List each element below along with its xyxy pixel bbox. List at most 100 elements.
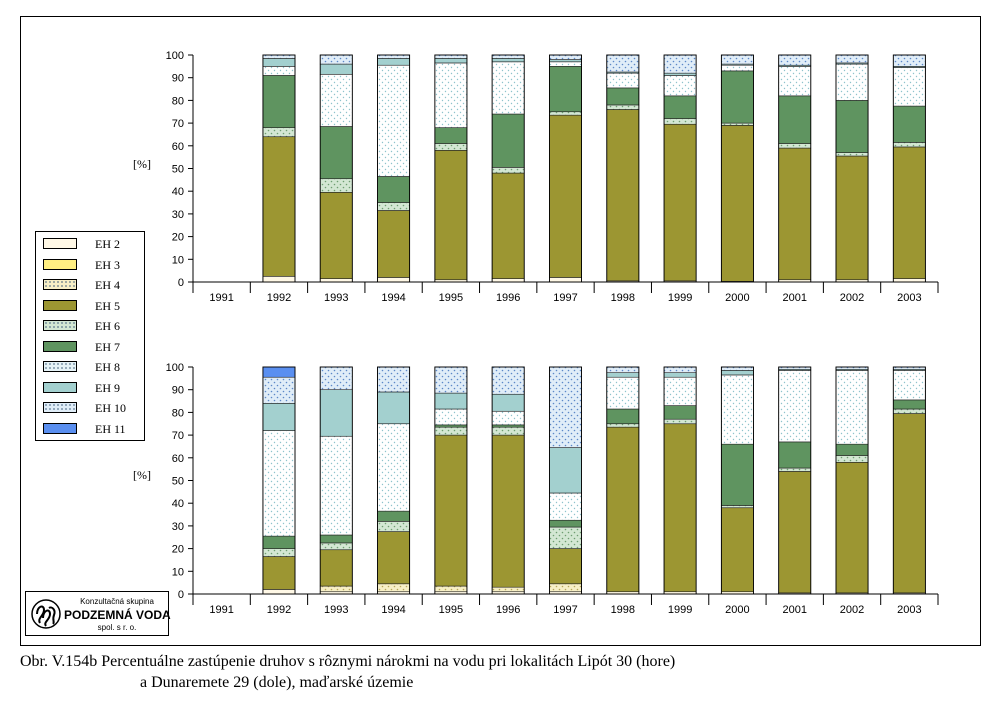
legend-label: EH 8 bbox=[95, 360, 120, 374]
bar-segment-eh-6-1997 bbox=[549, 111, 582, 116]
x-tick-label: 2001 bbox=[782, 604, 806, 616]
bar-segment-eh-2-1997 bbox=[549, 277, 582, 283]
bar-segment-eh-2-1994 bbox=[377, 277, 410, 283]
legend-label: EH 3 bbox=[95, 257, 120, 272]
legend-item-eh-3: EH 3 bbox=[41, 257, 141, 273]
bar-segment-eh-9-1993 bbox=[319, 389, 353, 437]
bar-segment-eh-5-2003 bbox=[892, 146, 926, 279]
bar-segment-eh-5-2000 bbox=[721, 507, 754, 593]
bar-segment-eh-8-1995 bbox=[434, 408, 468, 426]
legend-label: EH 9 bbox=[95, 380, 120, 395]
legend-label: EH 7 bbox=[95, 339, 120, 354]
y-tick-label: 10 bbox=[172, 566, 184, 578]
x-tick-label: 1997 bbox=[553, 604, 577, 616]
bar-outline-1996 bbox=[491, 366, 525, 595]
bar-segment-eh-2-2003 bbox=[892, 278, 926, 283]
bar-segment-eh-8-1994 bbox=[377, 64, 410, 177]
bar-segment-eh-7-1997 bbox=[549, 66, 582, 113]
legend-swatch-eh-8 bbox=[43, 361, 77, 372]
bar-segment-eh-10-1993 bbox=[319, 366, 353, 391]
bar-segment-eh-5-2002 bbox=[835, 155, 869, 281]
bar-segment-eh-10-1995 bbox=[434, 366, 468, 394]
bar-outline-2003 bbox=[892, 54, 926, 283]
bar-segment-eh-7-1997 bbox=[549, 519, 582, 528]
bar-segment-eh-5-1998 bbox=[606, 109, 640, 282]
legend-label: EH 10 bbox=[95, 401, 126, 415]
legend-swatch-eh-10 bbox=[43, 402, 77, 413]
x-tick-label: 1999 bbox=[668, 604, 692, 616]
bar-segment-eh-8-1997 bbox=[549, 61, 582, 67]
bar-segment-eh-7-1996 bbox=[491, 424, 525, 428]
y-tick-label: 90 bbox=[172, 385, 184, 397]
bar-segment-eh-5-2001 bbox=[778, 147, 812, 281]
y-tick-label: 0 bbox=[178, 589, 184, 601]
bar-segment-eh-4-1994 bbox=[377, 583, 410, 593]
bar-segment-eh-7-1992 bbox=[262, 535, 296, 549]
bar-segment-eh-6-1994 bbox=[377, 521, 410, 532]
bar-segment-eh-9-1998 bbox=[606, 372, 640, 378]
legend-label: EH 5 bbox=[95, 298, 120, 313]
bar-segment-eh-8-1998 bbox=[606, 72, 640, 89]
x-tick-label: 1993 bbox=[324, 292, 348, 304]
x-tick-label: 1992 bbox=[267, 604, 291, 616]
bar-segment-eh-7-1996 bbox=[491, 113, 525, 168]
y-tick-label: 20 bbox=[172, 544, 184, 556]
bar-segment-eh-8-1999 bbox=[663, 376, 697, 406]
bar-segment-eh-6-1999 bbox=[663, 418, 697, 425]
bar-segment-eh-9-1994 bbox=[377, 58, 410, 66]
bar-segment-eh-10-1992 bbox=[262, 54, 296, 59]
x-tick-label: 1991 bbox=[209, 292, 233, 304]
bar-segment-eh-5-1998 bbox=[606, 426, 640, 593]
y-tick-label: 90 bbox=[172, 73, 184, 85]
bar-segment-eh-5-1997 bbox=[549, 114, 582, 278]
logo-subtitle: Konzultačná skupina bbox=[80, 597, 154, 606]
bar-segment-eh-8-2003 bbox=[892, 67, 926, 107]
bar-segment-eh-6-1996 bbox=[491, 426, 525, 436]
x-tick-label: 2001 bbox=[782, 292, 806, 304]
bar-segment-eh-5-1992 bbox=[262, 136, 296, 277]
bar-segment-eh-6-2000 bbox=[721, 122, 754, 126]
bar-segment-eh-6-1998 bbox=[606, 423, 640, 428]
bar-outline-1994 bbox=[377, 366, 411, 595]
legend-swatch-eh-2 bbox=[43, 238, 77, 249]
bar-segment-eh-6-1993 bbox=[319, 178, 353, 193]
bar-segment-eh-9-1996 bbox=[491, 58, 525, 63]
bar-segment-eh-5-2002 bbox=[835, 462, 869, 594]
bar-segment-eh-5-1996 bbox=[491, 172, 525, 279]
y-tick-label: 60 bbox=[172, 453, 184, 465]
bar-segment-eh-6-1995 bbox=[434, 426, 468, 436]
y-tick-label: 70 bbox=[172, 118, 184, 130]
bar-segment-eh-7-1998 bbox=[606, 87, 640, 106]
bar-segment-eh-7-2001 bbox=[778, 441, 812, 469]
bar-segment-eh-8-2002 bbox=[835, 370, 869, 445]
legend-item-eh-10: EH 10 bbox=[41, 400, 141, 416]
bar-segment-eh-8-1995 bbox=[434, 62, 468, 128]
x-tick-label: 1992 bbox=[267, 292, 291, 304]
bar-segment-eh-10-1994 bbox=[377, 366, 410, 393]
bar-segment-eh-8-1994 bbox=[377, 423, 410, 512]
bar-segment-eh-8-1993 bbox=[319, 435, 353, 536]
bar-outline-2001 bbox=[778, 366, 812, 595]
y-tick-label: 60 bbox=[172, 141, 184, 153]
y-tick-label: 70 bbox=[172, 430, 184, 442]
bar-segment-eh-6-2001 bbox=[778, 143, 812, 149]
x-tick-label: 1996 bbox=[496, 604, 520, 616]
bar-segment-eh-6-1997 bbox=[549, 526, 582, 549]
bar-outline-2000 bbox=[720, 54, 754, 283]
bar-segment-eh-4-1997 bbox=[549, 583, 582, 593]
legend-swatch-eh-3 bbox=[43, 258, 77, 270]
bar-segment-eh-7-2000 bbox=[721, 443, 754, 506]
bar-segment-eh-8-1996 bbox=[491, 61, 525, 115]
bar-segment-eh-10-1993 bbox=[319, 54, 353, 65]
bar-segment-eh-9-1995 bbox=[434, 392, 468, 410]
caption-line-2: a Dunaremete 29 (dole), maďarské územie bbox=[140, 674, 414, 691]
bar-outline-1992 bbox=[262, 54, 296, 283]
bar-segment-eh-6-2001 bbox=[778, 467, 812, 472]
x-tick-label: 2002 bbox=[840, 604, 864, 616]
bar-segment-eh-8-1999 bbox=[663, 75, 697, 97]
bar-segment-eh-10-1999 bbox=[663, 366, 697, 373]
bar-outline-1997 bbox=[549, 54, 582, 283]
bar-segment-eh-8-2001 bbox=[778, 66, 812, 97]
legend-item-eh-6: EH 6 bbox=[41, 318, 141, 334]
x-tick-label: 1995 bbox=[439, 292, 463, 304]
